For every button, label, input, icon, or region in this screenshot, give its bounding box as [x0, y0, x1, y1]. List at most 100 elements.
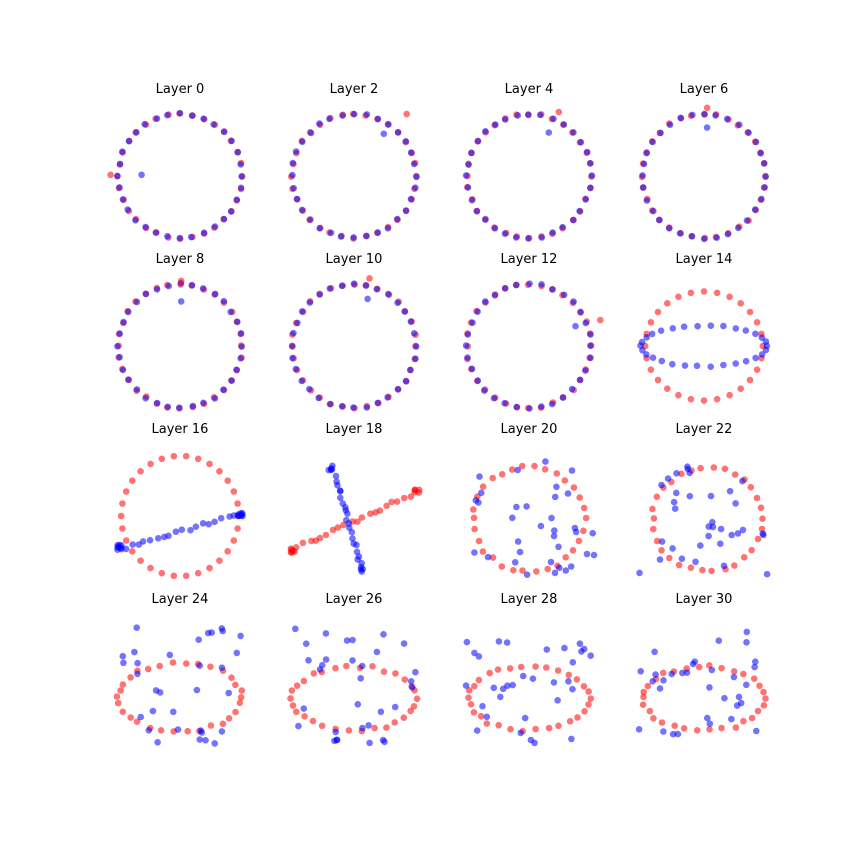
blue-point — [463, 342, 470, 349]
blue-point — [221, 298, 228, 305]
blue-point — [120, 660, 127, 667]
blue-point — [643, 334, 650, 341]
blue-point — [289, 343, 296, 350]
red-point — [543, 664, 550, 671]
red-point — [287, 695, 294, 702]
blue-point — [292, 626, 299, 633]
blue-point — [412, 669, 419, 676]
red-point — [748, 547, 755, 554]
red-point — [651, 515, 658, 522]
red-point — [183, 573, 190, 580]
red-point — [381, 668, 388, 675]
red-point — [471, 709, 478, 716]
blue-point — [570, 659, 577, 666]
blue-point — [736, 121, 743, 128]
red-point — [755, 708, 762, 715]
blue-point — [408, 318, 415, 325]
blue-point — [305, 657, 312, 664]
blue-point — [660, 728, 667, 735]
blue-point — [173, 528, 180, 535]
red-point — [574, 676, 581, 683]
blue-point — [502, 230, 509, 237]
blue-point — [374, 400, 381, 407]
red-point — [654, 494, 661, 501]
blue-point — [237, 355, 244, 362]
blue-point — [337, 495, 344, 502]
blue-point — [492, 121, 499, 128]
red-point — [184, 728, 191, 735]
blue-point — [744, 629, 751, 636]
red-point — [531, 463, 538, 470]
blue-point — [403, 208, 410, 215]
blue-point — [175, 726, 182, 733]
red-point — [760, 689, 767, 696]
blue-point — [364, 296, 371, 303]
blue-point — [146, 727, 153, 734]
blue-point — [366, 740, 373, 747]
red-point — [207, 663, 214, 670]
blue-point — [570, 217, 577, 224]
blue-point — [293, 366, 300, 373]
red-point — [237, 700, 244, 707]
blue-point — [762, 174, 769, 181]
blue-point — [682, 362, 689, 369]
blue-point — [365, 722, 372, 729]
blue-point — [197, 736, 204, 743]
red-point — [159, 570, 166, 577]
blue-point — [491, 685, 498, 692]
blue-point — [751, 664, 758, 671]
blue-point — [474, 208, 481, 215]
blue-point — [560, 394, 567, 401]
blue-point — [694, 363, 701, 370]
blue-point — [328, 230, 335, 237]
blue-point — [307, 216, 314, 223]
blue-point — [401, 640, 408, 647]
blue-point — [584, 149, 591, 156]
blue-point — [701, 236, 708, 243]
panel-3: Layer 6 — [639, 82, 769, 242]
blue-point — [513, 234, 520, 241]
blue-point — [721, 695, 728, 702]
blue-point — [659, 358, 666, 365]
red-point — [755, 536, 762, 543]
panel-8: Layer 16 — [114, 422, 246, 579]
blue-point — [339, 403, 346, 410]
blue-point — [299, 308, 306, 315]
blue-point — [212, 291, 219, 298]
red-point — [640, 701, 647, 708]
blue-point — [134, 671, 141, 678]
blue-point — [687, 493, 694, 500]
blue-point — [565, 678, 572, 685]
blue-point — [212, 395, 219, 402]
red-point — [120, 709, 127, 716]
blue-point — [403, 138, 410, 145]
red-point — [650, 715, 657, 722]
blue-point — [712, 112, 719, 119]
red-point — [566, 672, 573, 679]
blue-point — [716, 637, 723, 644]
blue-point — [686, 470, 693, 477]
blue-point — [551, 527, 558, 534]
blue-point — [732, 360, 739, 367]
red-point — [650, 526, 657, 533]
blue-point — [482, 298, 489, 305]
blue-point — [667, 122, 674, 129]
blue-point — [290, 160, 297, 167]
blue-point — [317, 666, 324, 673]
blue-point — [395, 129, 402, 136]
blue-point — [413, 343, 420, 350]
blue-point — [565, 490, 572, 497]
red-point — [401, 714, 408, 721]
red-point — [507, 726, 514, 733]
red-point — [658, 547, 665, 554]
blue-point — [572, 323, 579, 330]
blue-point — [294, 196, 301, 203]
red-point — [412, 487, 419, 494]
blue-point — [338, 233, 345, 240]
blue-point — [743, 682, 750, 689]
red-point — [706, 726, 713, 733]
red-point — [696, 664, 703, 671]
blue-point — [745, 129, 752, 136]
panel-title: Layer 20 — [501, 422, 558, 437]
